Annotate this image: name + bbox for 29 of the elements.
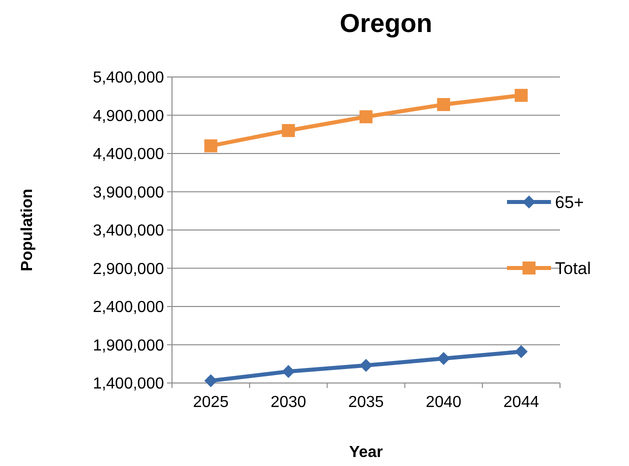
point xyxy=(514,345,528,358)
chart-title: Oregon xyxy=(340,8,432,38)
y-tick-label: 1,400,000 xyxy=(92,376,164,393)
point xyxy=(204,374,218,388)
point xyxy=(282,124,295,138)
y-tick-label: 2,900,000 xyxy=(92,260,164,278)
point xyxy=(514,88,528,102)
x-tick-label: 2025 xyxy=(193,394,229,411)
y-tick-label: 2,400,000 xyxy=(92,299,164,316)
point xyxy=(437,98,450,112)
point xyxy=(360,358,372,372)
x-tick-label: 2035 xyxy=(348,394,384,411)
y-axis-title: Population xyxy=(19,188,36,272)
point xyxy=(204,139,218,152)
x-tick-label: 2040 xyxy=(426,394,462,411)
x-tick-label: 2044 xyxy=(503,394,540,411)
x-axis-title: Year xyxy=(349,444,383,461)
y-tick-label: 4,900,000 xyxy=(92,108,164,125)
y-tick-label: 4,400,000 xyxy=(92,146,164,164)
y-tick-label: 3,900,000 xyxy=(92,184,164,202)
y-tick-label: 1,900,000 xyxy=(92,337,164,354)
y-tick-label: 5,400,000 xyxy=(92,70,164,87)
point xyxy=(282,365,295,378)
point xyxy=(360,110,372,124)
y-tick-label: 3,400,000 xyxy=(92,222,164,240)
point xyxy=(437,352,450,366)
legend-label: 65+ xyxy=(555,192,584,212)
x-tick-label: 2030 xyxy=(270,394,306,411)
legend-label: Total xyxy=(555,258,591,278)
